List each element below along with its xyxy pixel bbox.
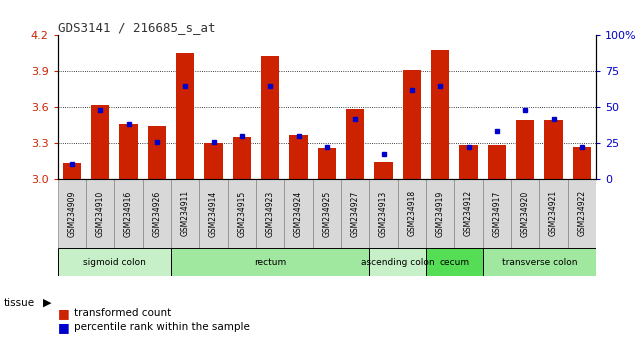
Text: rectum: rectum [254, 258, 287, 267]
Bar [573, 147, 591, 179]
Bar [483, 179, 511, 248]
Bar [454, 179, 483, 248]
Bar [261, 56, 279, 179]
Text: percentile rank within the sample: percentile rank within the sample [74, 322, 249, 332]
Text: ▶: ▶ [43, 298, 51, 308]
Bar [91, 105, 110, 179]
Bar [233, 137, 251, 179]
Text: GSM234919: GSM234919 [436, 190, 445, 236]
Text: GSM234923: GSM234923 [266, 190, 275, 236]
Text: GSM234921: GSM234921 [549, 190, 558, 236]
Bar [369, 248, 426, 276]
Text: GSM234916: GSM234916 [124, 190, 133, 236]
Bar [426, 248, 483, 276]
Text: GSM234924: GSM234924 [294, 190, 303, 236]
Bar [431, 50, 449, 179]
Text: GSM234917: GSM234917 [492, 190, 501, 236]
Bar [86, 179, 114, 248]
Bar [147, 126, 166, 179]
Text: ■: ■ [58, 321, 69, 334]
Text: GSM234920: GSM234920 [520, 190, 529, 236]
Bar [256, 179, 285, 248]
Bar [199, 179, 228, 248]
Bar [204, 143, 223, 179]
Bar [516, 120, 535, 179]
Bar [143, 179, 171, 248]
Bar [341, 179, 369, 248]
Text: sigmoid colon: sigmoid colon [83, 258, 146, 267]
Text: transverse colon: transverse colon [502, 258, 577, 267]
Text: transformed count: transformed count [74, 308, 171, 318]
Bar [346, 109, 365, 179]
Bar [426, 179, 454, 248]
Bar [285, 179, 313, 248]
Text: GSM234913: GSM234913 [379, 190, 388, 236]
Bar [374, 162, 393, 179]
Text: GSM234925: GSM234925 [322, 190, 331, 236]
Text: GSM234912: GSM234912 [464, 190, 473, 236]
Text: tissue: tissue [3, 298, 35, 308]
Text: GSM234910: GSM234910 [96, 190, 104, 236]
Bar [483, 248, 596, 276]
Bar [228, 179, 256, 248]
Bar [176, 53, 194, 179]
Bar [119, 124, 138, 179]
Bar [171, 248, 369, 276]
Text: GSM234909: GSM234909 [67, 190, 76, 236]
Text: ■: ■ [58, 307, 69, 320]
Text: GSM234911: GSM234911 [181, 190, 190, 236]
Text: GSM234914: GSM234914 [209, 190, 218, 236]
Text: GDS3141 / 216685_s_at: GDS3141 / 216685_s_at [58, 21, 215, 34]
Bar [488, 145, 506, 179]
Bar [289, 135, 308, 179]
Text: GSM234926: GSM234926 [153, 190, 162, 236]
Bar [460, 145, 478, 179]
Bar [511, 179, 540, 248]
Bar [58, 179, 86, 248]
Text: GSM234922: GSM234922 [578, 190, 587, 236]
Bar [318, 148, 336, 179]
Text: cecum: cecum [439, 258, 469, 267]
Bar [568, 179, 596, 248]
Bar [403, 70, 421, 179]
Text: GSM234915: GSM234915 [237, 190, 246, 236]
Bar [398, 179, 426, 248]
Text: ascending colon: ascending colon [361, 258, 435, 267]
Text: GSM234927: GSM234927 [351, 190, 360, 236]
Bar [114, 179, 143, 248]
Bar [540, 179, 568, 248]
Bar [313, 179, 341, 248]
Bar [369, 179, 398, 248]
Bar [171, 179, 199, 248]
Bar [63, 163, 81, 179]
Bar [58, 248, 171, 276]
Bar [544, 120, 563, 179]
Text: GSM234918: GSM234918 [408, 190, 417, 236]
